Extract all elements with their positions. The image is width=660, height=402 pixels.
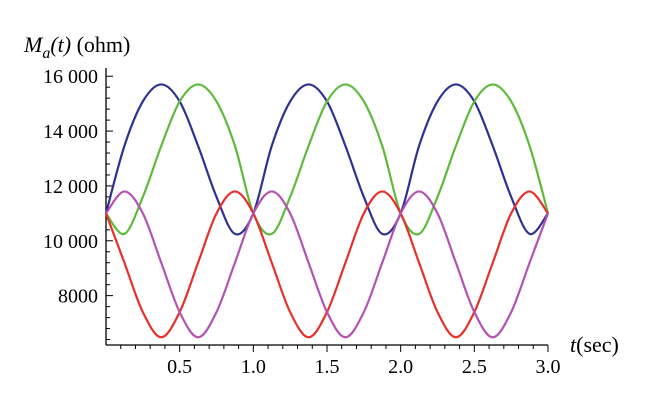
series-line-4	[105, 190, 550, 339]
series-line-1	[104, 83, 549, 236]
plot-series	[104, 83, 550, 339]
y-tick-label: 12 000	[43, 176, 98, 198]
svg-text:t(sec): t(sec)	[570, 332, 619, 357]
y-tick-label: 8000	[58, 286, 98, 308]
x-axis-label-unit: (sec)	[576, 332, 619, 357]
x-tick-label: 3.0	[536, 356, 561, 378]
y-tick-label: 16 000	[43, 66, 98, 88]
svg-text:Ma(t) (ohm): Ma(t) (ohm)	[23, 32, 130, 62]
y-axis-label-symbol: M	[23, 32, 44, 57]
series-line-3	[104, 190, 549, 339]
y-axis-label: Ma(t) (ohm)	[23, 32, 130, 62]
series-line-2	[105, 83, 550, 236]
x-tick-label: 0.5	[167, 356, 192, 378]
x-axis-label: t(sec)	[570, 332, 619, 357]
y-tick-label: 14 000	[43, 121, 98, 143]
x-tick-label: 2.0	[388, 356, 413, 378]
x-tick-label: 2.5	[462, 356, 487, 378]
x-axis-label-symbol: t	[570, 332, 577, 357]
y-axis-label-unit: (ohm)	[71, 32, 130, 57]
x-tick-label: 1.5	[315, 356, 340, 378]
y-axis-label-arg: (t)	[50, 32, 71, 57]
y-axis-label-subscript: a	[42, 45, 50, 62]
x-tick-label: 1.0	[241, 356, 266, 378]
axes: 8000 10 000 12 000 14 000 16 000 0.5 1.0 1.5 2.0…	[43, 66, 561, 378]
y-tick-label: 10 000	[43, 231, 98, 253]
